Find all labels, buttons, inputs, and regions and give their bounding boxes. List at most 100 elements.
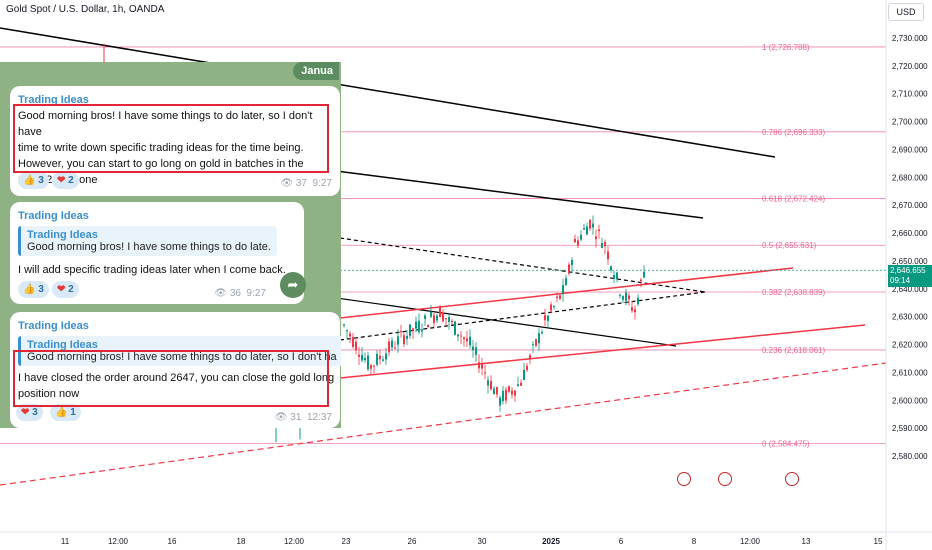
time-tick-label: 8 xyxy=(692,537,697,546)
candle-body xyxy=(595,236,597,240)
highlight-box xyxy=(13,104,329,173)
message-bubble[interactable]: Trading Ideas Trading Ideas Good morning… xyxy=(10,202,306,304)
price-tick-label: 2,690.000 xyxy=(892,145,928,154)
view-count: 31 xyxy=(290,412,302,423)
fib-level-label: 1 (2,726.788) xyxy=(762,43,810,52)
candle-body xyxy=(565,278,567,286)
trend-line xyxy=(339,324,866,379)
time-tick-label: 15 xyxy=(874,537,883,546)
highlight-box xyxy=(13,350,329,407)
time-tick-label: 6 xyxy=(619,537,624,546)
candle-body xyxy=(553,306,555,308)
message-meta: 👁 37 9:27 xyxy=(280,178,332,189)
candle-body xyxy=(577,240,579,246)
candle-body xyxy=(385,353,387,360)
price-tick-label: 2,650.000 xyxy=(892,257,928,266)
message-text: I have closed the order around 2647, you… xyxy=(18,370,336,402)
fib-level-label: 0.382 (2,638.839) xyxy=(762,288,825,297)
candle-body xyxy=(418,320,420,332)
currency-button[interactable]: USD xyxy=(888,3,924,21)
trend-line xyxy=(339,237,706,293)
trend-line xyxy=(0,27,776,158)
reply-title: Trading Ideas xyxy=(27,339,98,351)
reaction-count: 2 xyxy=(68,175,74,186)
reply-quote[interactable]: Trading Ideas Good morning bros! I have … xyxy=(18,226,277,256)
candle-body xyxy=(406,335,408,339)
fib-level-label: 0 (2,584.475) xyxy=(762,440,810,449)
telegram-chat-overlay: Janua Trading Ideas Good morning bros! I… xyxy=(0,62,341,428)
message-line: I have closed the order around 2647, you… xyxy=(18,372,335,384)
candle-body xyxy=(496,387,498,395)
symbol-title: Gold Spot / U.S. Dollar, 1h, OANDA xyxy=(6,4,165,15)
candle-body xyxy=(484,372,486,374)
candle-body xyxy=(625,292,627,301)
candle-body xyxy=(583,228,585,230)
reply-text: Good morning bros! I have some things to… xyxy=(27,351,337,363)
fib-level-label: 0.5 (2,655.631) xyxy=(762,241,817,250)
candle-body xyxy=(607,251,609,260)
reaction-count: 2 xyxy=(68,284,74,295)
message-sender[interactable]: Trading Ideas xyxy=(18,94,89,106)
time-tick-label: 23 xyxy=(342,537,351,546)
candle-body xyxy=(616,272,618,280)
message-sender[interactable]: Trading Ideas xyxy=(18,210,89,222)
trend-line xyxy=(339,267,794,319)
fib-level-label: 0.236 (2,618.061) xyxy=(762,346,825,355)
view-count: 36 xyxy=(229,288,241,299)
reaction-count: 3 xyxy=(38,175,44,186)
candle-body xyxy=(547,315,549,321)
candle-body xyxy=(640,279,642,282)
reaction-heart[interactable]: ❤ 2 xyxy=(52,172,79,189)
time-tick-label: 12:00 xyxy=(740,537,761,546)
candle-body xyxy=(481,364,483,369)
message-sender[interactable]: Trading Ideas xyxy=(18,320,89,332)
candle-body xyxy=(571,260,573,266)
reaction-thumbs-up[interactable]: 👍 1 xyxy=(50,404,81,421)
reaction-heart[interactable]: ❤ 3 xyxy=(16,404,43,421)
heart-icon: ❤ xyxy=(57,284,66,295)
candle-body xyxy=(505,389,507,401)
candle-body xyxy=(400,331,402,333)
us-flag-event-icon[interactable] xyxy=(718,472,732,486)
candle-body xyxy=(469,336,471,346)
fib-level-label: 0.618 (2,672.424) xyxy=(762,194,825,203)
candle-body xyxy=(373,365,375,367)
us-flag-event-icon[interactable] xyxy=(677,472,691,486)
message-time: 12:37 xyxy=(306,412,332,423)
candle-body xyxy=(397,336,399,345)
price-tick-label: 2,580.000 xyxy=(892,452,928,461)
trend-line xyxy=(279,289,677,347)
candle-body xyxy=(631,307,633,311)
candle-body xyxy=(457,334,459,337)
candle-body xyxy=(460,335,462,337)
bar-countdown: 09:14 xyxy=(890,276,911,285)
candle-body xyxy=(574,238,576,243)
candle-body xyxy=(472,346,474,351)
reaction-heart[interactable]: ❤ 2 xyxy=(52,281,79,298)
time-tick-label: 16 xyxy=(168,537,177,546)
candle-body xyxy=(493,388,495,395)
candle-body xyxy=(586,226,588,235)
us-flag-event-icon[interactable] xyxy=(785,472,799,486)
candle-body xyxy=(466,338,468,342)
candle-body xyxy=(358,354,360,357)
share-arrow-icon[interactable]: ➦ xyxy=(280,272,306,298)
candle-body xyxy=(412,328,414,331)
price-tick-label: 2,610.000 xyxy=(892,368,928,377)
price-tick-label: 2,680.000 xyxy=(892,173,928,182)
reaction-thumbs-up[interactable]: 👍 3 xyxy=(18,172,49,189)
message-line: However, you can start to go long on gol… xyxy=(18,158,304,170)
message-text: I will add specific trading ideas later … xyxy=(18,264,286,276)
candle-body xyxy=(442,312,444,322)
candle-body xyxy=(532,344,534,346)
trend-lines xyxy=(0,27,887,486)
candle-body xyxy=(544,315,546,321)
candle-body xyxy=(589,219,591,229)
candle-body xyxy=(370,365,372,369)
reaction-thumbs-up[interactable]: 👍 3 xyxy=(18,281,49,298)
price-tick-label: 2,670.000 xyxy=(892,201,928,210)
candle-body xyxy=(610,266,612,271)
candle-body xyxy=(613,275,615,279)
candle-body xyxy=(391,340,393,348)
